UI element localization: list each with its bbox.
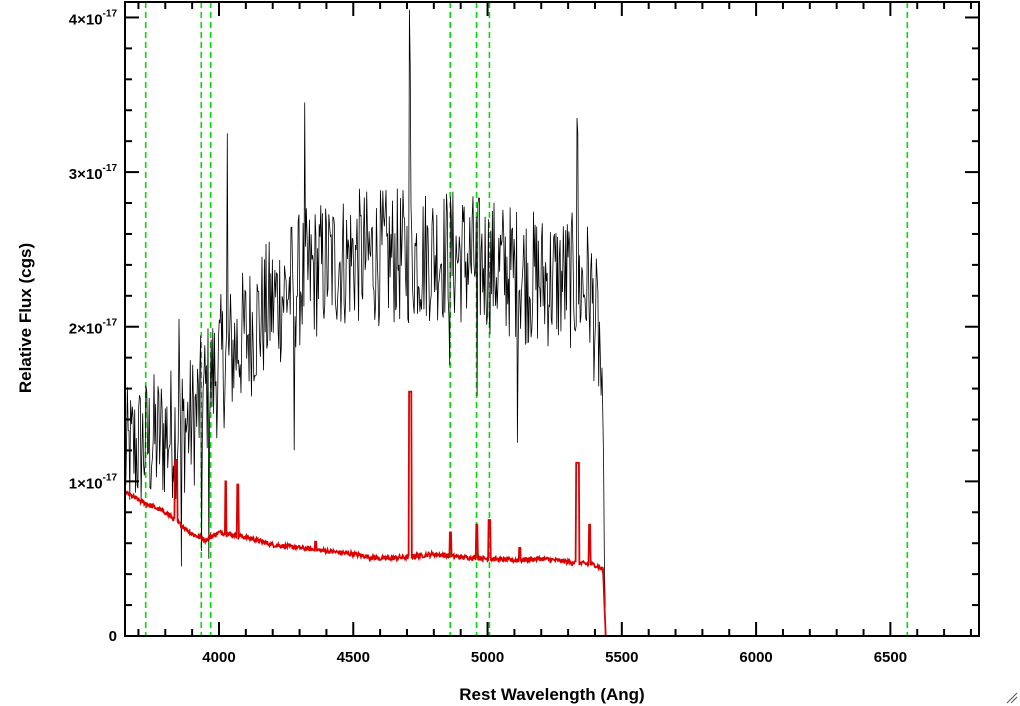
x-tick-labels: 4000 4500 5000 5500 6000 6500 xyxy=(202,649,907,666)
y-tick-label: 2×10-17 xyxy=(69,318,118,338)
x-tick-label: 5500 xyxy=(605,649,638,666)
y-tick-label: 0 xyxy=(109,628,117,645)
x-tick-label: 4500 xyxy=(337,649,370,666)
x-tick-label: 6500 xyxy=(874,649,907,666)
spectrum-series xyxy=(124,9,979,637)
plot-frame xyxy=(124,1,980,637)
x-tick-label: 6000 xyxy=(739,649,772,666)
emission-line-markers xyxy=(144,2,909,636)
observed-spectrum-line xyxy=(124,9,606,608)
y-tick-labels: 0 1×10-17 2×10-17 3×10-17 4×10-17 xyxy=(69,8,118,645)
y-tick-label: 1×10-17 xyxy=(69,472,118,492)
x-axis-label: Rest Wavelength (Ang) xyxy=(459,685,644,704)
x-tick-label: 5000 xyxy=(471,649,504,666)
model-spectrum-line xyxy=(124,390,979,637)
x-tick-label: 4000 xyxy=(202,649,235,666)
axis-ticks xyxy=(125,2,979,637)
y-tick-label: 3×10-17 xyxy=(69,163,118,183)
y-axis-label: Relative Flux (cgs) xyxy=(16,243,35,393)
y-tick-label: 4×10-17 xyxy=(69,8,118,28)
resize-grip-icon[interactable] xyxy=(1006,692,1018,704)
